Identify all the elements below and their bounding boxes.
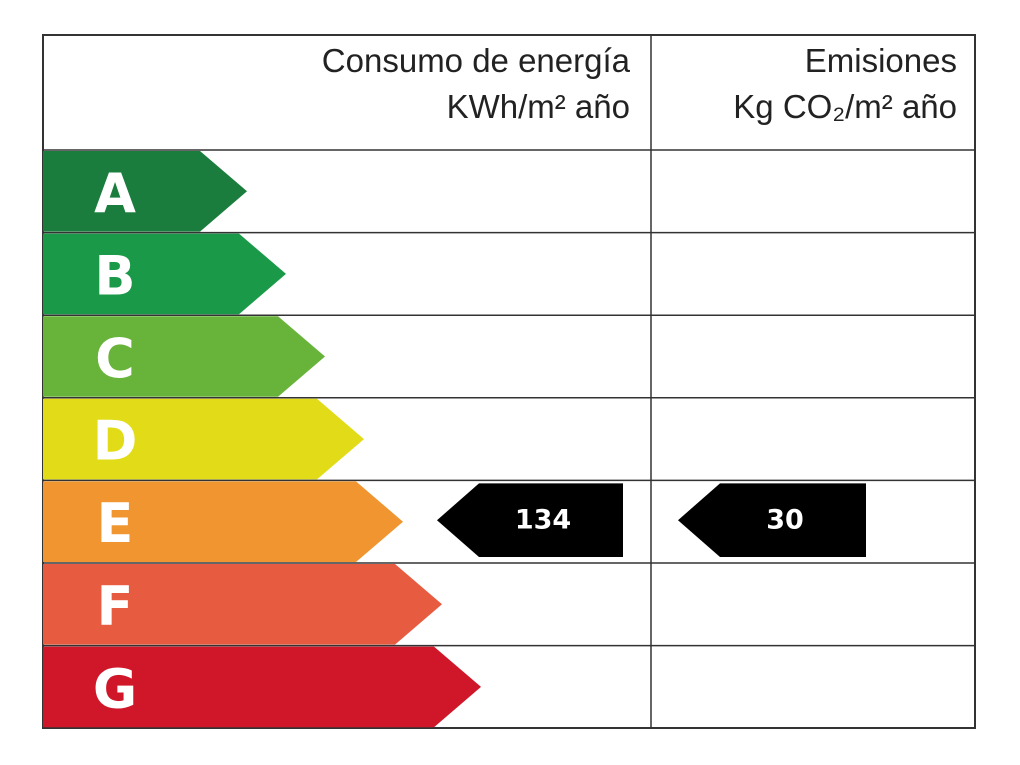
consumption-value: 134 (515, 505, 571, 536)
class-letter: G (93, 657, 137, 720)
consumption-title: Consumo de energía (322, 42, 631, 79)
consumption-indicator (437, 483, 623, 557)
class-arrow (43, 233, 286, 315)
class-letter: A (94, 162, 136, 225)
class-arrow (43, 398, 364, 480)
class-arrow (43, 564, 442, 645)
class-letter: E (97, 492, 134, 555)
class-letter: B (94, 244, 135, 307)
class-arrow (43, 646, 481, 728)
class-arrow (43, 151, 247, 232)
class-letter: F (97, 575, 134, 638)
emissions-title: Emisiones (805, 42, 957, 79)
class-arrow (43, 481, 403, 562)
emissions-value: 30 (766, 505, 804, 536)
class-letter: D (93, 410, 138, 473)
consumption-unit: KWh/m² año (447, 88, 630, 125)
class-letter: C (95, 327, 135, 390)
class-arrow (43, 316, 325, 397)
emissions-unit: Kg CO₂/m² año (733, 88, 957, 125)
emissions-indicator (678, 483, 866, 557)
